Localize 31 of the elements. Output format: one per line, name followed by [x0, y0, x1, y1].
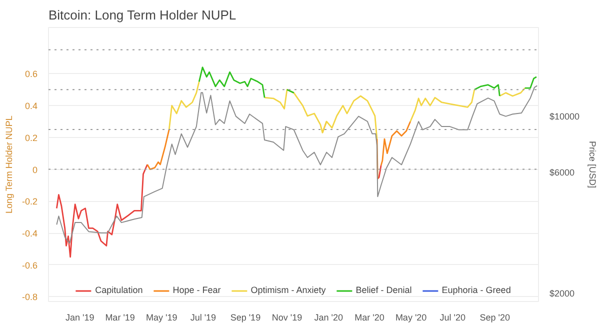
x-tick-label: Mar '19	[105, 312, 135, 322]
y-axis-title: Long Term Holder NUPL	[4, 116, 14, 214]
y-tick-label: 0	[32, 164, 38, 175]
x-tick-label: Jan '20	[314, 312, 343, 322]
x-tick-label: Mar '20	[354, 312, 384, 322]
y-tick-label: 0.4	[24, 101, 38, 112]
x-tick-label: Jul '20	[440, 312, 466, 322]
x-tick-label: Sep '20	[480, 312, 510, 322]
y2-tick-label: $2000	[550, 288, 575, 299]
y-tick-label: 0.2	[24, 132, 38, 143]
x-tick-label: Jul '19	[190, 312, 216, 322]
y2-axis-title: Price [USD]	[588, 140, 598, 188]
y-tick-label: 0.6	[24, 69, 38, 80]
y2-tick-label: $10000	[550, 111, 580, 122]
legend-label: Belief - Denial	[356, 285, 412, 295]
x-tick-label: Sep '19	[230, 312, 261, 322]
y-tick-label: -0.8	[22, 292, 38, 302]
line-series	[56, 85, 538, 244]
x-tick-label: Jan '19	[65, 312, 94, 322]
x-tick-label: May '19	[146, 312, 178, 322]
x-tick-label: May '20	[395, 312, 427, 322]
legend-label: Optimism - Anxiety	[250, 285, 326, 295]
legend-label: Hope - Fear	[172, 285, 221, 295]
y-tick-label: -0.2	[22, 196, 38, 207]
chart-title: Bitcoin: Long Term Holder NUPL	[48, 8, 236, 22]
y2-tick-label: $6000	[550, 168, 575, 178]
legend-label: Capitulation	[95, 285, 143, 295]
y-tick-label: -0.6	[22, 260, 38, 270]
x-tick-label: Nov '19	[272, 312, 302, 322]
legend-label: Euphoria - Greed	[442, 285, 511, 295]
y-tick-label: -0.4	[22, 228, 38, 238]
